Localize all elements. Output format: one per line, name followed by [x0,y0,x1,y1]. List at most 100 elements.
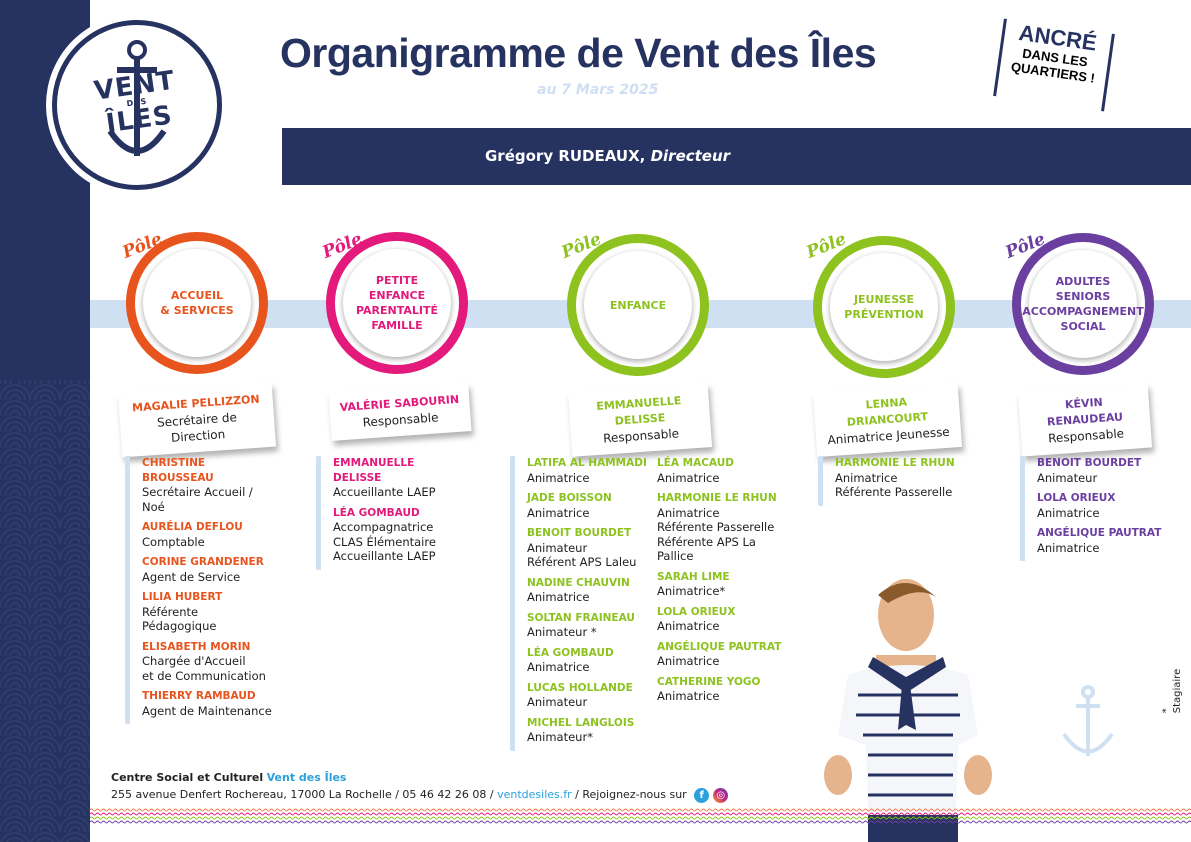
staff-name: BENOIT BOURDET [1037,457,1142,469]
staff-role: Animatrice [527,505,590,520]
pole-circle: ACCUEIL & SERVICES [126,232,268,374]
anchor-icon [1062,685,1114,756]
lead-card: KÉVIN RENAUDEAU Responsable [1017,383,1153,457]
staff-name: ANGÉLIQUE PAUTRAT [1037,527,1162,539]
director-name: Grégory RUDEAUX, [485,147,646,165]
instagram-icon[interactable]: ◎ [713,787,729,803]
staff-name: ELISABETH MORIN [142,640,251,653]
staff-role: Pédagogique [142,619,217,633]
staff-name: JADE BOISSON [527,492,612,504]
staff-column: LÉA MACAUD Animatrice HARMONIE LE RHUN Anim… [657,456,787,710]
director-role: Directeur [650,147,731,165]
footer-waves [90,808,1191,824]
staff-column: CHRISTINE BROUSSEAU Secrétaire Accueil / … [142,456,272,724]
wave-line [90,820,1191,824]
staff-role: Animateur* [527,730,593,744]
list-item: LÉA GOMBAUD Accompagnatrice CLAS Élémentai… [333,506,463,564]
staff-list: EMMANUELLE DELISSE Accueillante LAEP LÉA G… [316,456,463,570]
list-item: HARMONIE LE RHUN Animatrice Référente Pass… [835,456,965,500]
staff-name: LILIA HUBERT [142,591,223,603]
staff-role: Animatrice [527,590,590,604]
list-item: ELISABETH MORIN Chargée d'Accueil et de Co… [142,640,272,684]
staff-name: LOLA ORIEUX [1037,492,1116,504]
director-bar: Grégory RUDEAUX, Directeur [282,128,1191,185]
staff-role: Animatrice [657,619,720,633]
staff-role: Animatrice [527,660,590,674]
website-link[interactable]: ventdesiles.fr [497,788,572,801]
list-item: HARMONIE LE RHUN Animatrice Référente Pass… [657,491,787,564]
staff-role: Chargée d'Accueil [142,654,246,668]
wave-line [90,812,1191,816]
staff-column: BENOIT BOURDET Animateur LOLA ORIEUX Animat… [1037,456,1167,561]
staff-name: SOLTAN FRAINEAU [527,611,635,624]
list-item: LILIA HUBERT Référente Pédagogique [142,590,272,634]
lead-card: EMMANUELLE DELISSE Responsable [567,383,713,457]
staff-role: Animatrice [835,470,898,485]
pole-label: ACCUEIL & SERVICES [143,249,251,357]
list-item: LUCAS HOLLANDE Animateur [527,681,657,710]
stagiaire-note: * Stagiaire [1161,668,1184,714]
staff-role: Animateur [1037,470,1098,485]
staff-name: LUCAS HOLLANDE [527,681,633,694]
pole-circle: PETITE ENFANCE PARENTALITÉ FAMILLE [326,232,468,374]
staff-role: Animatrice [1037,540,1100,555]
list-item: ANGÉLIQUE PAUTRAT Animatrice [1037,526,1167,555]
staff-list: BENOIT BOURDET Animateur LOLA ORIEUX Animat… [1020,456,1167,561]
lead-card: MAGALIE PELLIZZON Secrétaire de Direction [117,382,277,458]
list-item: BENOIT BOURDET Animateur Référent APS Lale… [527,526,657,570]
wave-line [90,816,1191,820]
list-item: CORINE GRANDENER Agent de Service [142,555,272,584]
list-item: LOLA ORIEUX Animatrice [1037,491,1167,520]
list-item: THIERRY RAMBAUD Agent de Maintenance [142,689,272,718]
staff-name: LATIFA AL HAMMADI [527,457,647,469]
staff-role: Référente APS La Pallice [657,534,756,564]
staff-role: Référente [142,604,199,619]
pole-label: JEUNESSE PRÉVENTION [830,253,938,361]
wave-pattern [0,380,90,842]
list-item: NADINE CHAUVIN Animatrice [527,576,657,605]
list-item: ANGÉLIQUE PAUTRAT Animatrice [657,640,787,669]
staff-name: LOLA ORIEUX [657,605,736,618]
staff-name: AURÉLIA DEFLOU [142,521,243,533]
staff-column: HARMONIE LE RHUN Animatrice Référente Pass… [835,456,965,506]
staff-name: CATHERINE YOGO [657,675,761,688]
staff-list: CHRISTINE BROUSSEAU Secrétaire Accueil / … [125,456,272,724]
wave-line [90,808,1191,812]
staff-role: Secrétaire Accueil / Noé [142,485,253,514]
staff-name: LÉA GOMBAUD [333,506,420,519]
pole-circle: ENFANCE [567,234,709,376]
staff-role: Animatrice [657,689,720,703]
list-item: AURÉLIA DEFLOU Comptable [142,520,272,549]
staff-role: Référent APS Laleu [527,555,637,569]
pole-label: PETITE ENFANCE PARENTALITÉ FAMILLE [343,249,451,357]
list-item: CATHERINE YOGO Animatrice [657,675,787,704]
staff-role: Animateur * [527,625,597,639]
facebook-icon[interactable]: f [694,787,710,803]
list-item: LÉA GOMBAUD Animatrice [527,646,657,675]
staff-role: Animatrice [657,505,720,520]
staff-name: CHRISTINE BROUSSEAU [142,457,214,484]
logo-ring [52,20,222,190]
staff-name: SARAH LIME [657,570,730,583]
list-item: CHRISTINE BROUSSEAU Secrétaire Accueil / … [142,456,272,514]
lead-card: VALÉRIE SABOURIN Responsable [328,383,472,441]
staff-name: LÉA GOMBAUD [527,646,614,659]
staff-name: HARMONIE LE RHUN [835,457,955,469]
staff-role: Animatrice [1037,505,1100,520]
staff-name: EMMANUELLE DELISSE [333,457,415,484]
list-item: SOLTAN FRAINEAU Animateur * [527,611,657,640]
staff-role: Accompagnatrice [333,520,434,534]
staff-name: BENOIT BOURDET [527,527,632,539]
ancre-badge: ANCRÉ DANS LES QUARTIERS ! [993,18,1115,112]
staff-name: HARMONIE LE RHUN [657,492,777,504]
sailor-illustration [824,579,992,842]
staff-role: CLAS Élémentaire [333,534,436,549]
pole-label: ADULTES SENIORS ACCOMPAGNEMENT SOCIAL [1022,250,1144,358]
date: au 7 Mars 2025 [537,82,659,98]
staff-role: Animatrice [657,470,720,485]
list-item: BENOIT BOURDET Animateur [1037,456,1167,485]
lead-card: LENNA DRIANCOURT Animatrice Jeunesse [812,383,963,457]
list-item: JADE BOISSON Animatrice [527,491,657,520]
staff-name: THIERRY RAMBAUD [142,690,256,702]
pole-circle: ADULTES SENIORS ACCOMPAGNEMENT SOCIAL [1012,233,1154,375]
